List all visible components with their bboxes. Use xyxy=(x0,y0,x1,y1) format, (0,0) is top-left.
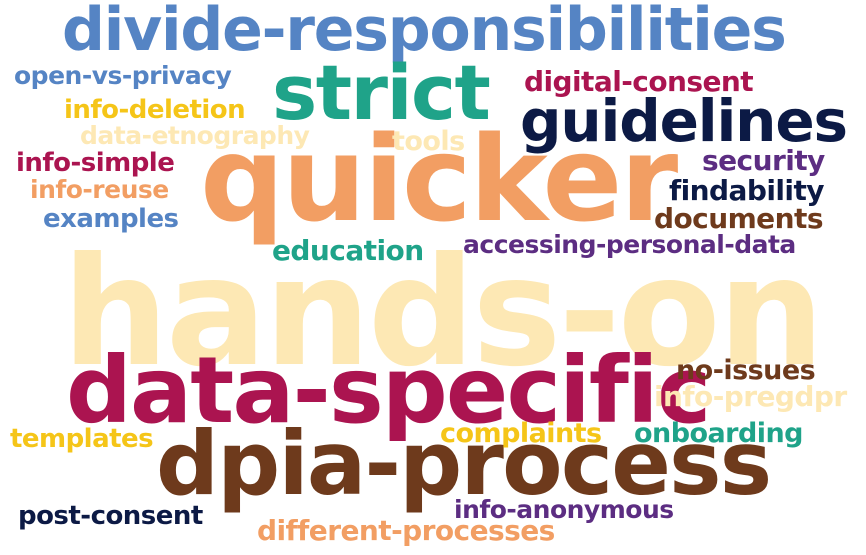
word-info-deletion: info-deletion xyxy=(64,95,246,125)
word-onboarding: onboarding xyxy=(634,418,803,449)
word-post-consent: post-consent xyxy=(18,501,203,531)
word-different-processes: different-processes xyxy=(257,514,555,547)
word-quicker: quicker xyxy=(200,110,678,248)
word-education: education xyxy=(272,234,424,267)
word-findability: findability xyxy=(669,174,825,207)
word-data-specific: data-specific xyxy=(66,337,711,444)
word-guidelines: guidelines xyxy=(520,87,848,155)
word-tools: tools xyxy=(392,126,465,157)
word-divide-responsibilities: divide-responsibilities xyxy=(62,0,787,65)
word-info-simple: info-simple xyxy=(16,148,175,178)
word-strict: strict xyxy=(272,48,491,137)
word-templates: templates xyxy=(10,424,154,454)
word-info-anonymous: info-anonymous xyxy=(454,495,674,524)
word-complaints: complaints xyxy=(440,418,602,449)
word-security: security xyxy=(702,144,825,177)
word-examples: examples xyxy=(43,204,179,234)
word-digital-consent: digital-consent xyxy=(524,65,754,98)
word-accessing-personal-data: accessing-personal-data xyxy=(463,230,796,259)
word-open-vs-privacy: open-vs-privacy xyxy=(14,61,232,90)
word-documents: documents xyxy=(654,202,823,235)
word-hands-on: hands-on xyxy=(62,226,825,400)
word-dpia-process: dpia-process xyxy=(156,412,772,515)
word-no-issues: no-issues xyxy=(676,355,816,386)
word-data-etnography: data-etnography xyxy=(80,121,310,150)
word-info-reuse: info-reuse xyxy=(30,175,169,204)
word-info-pregdpr: info-pregdpr xyxy=(654,380,847,413)
